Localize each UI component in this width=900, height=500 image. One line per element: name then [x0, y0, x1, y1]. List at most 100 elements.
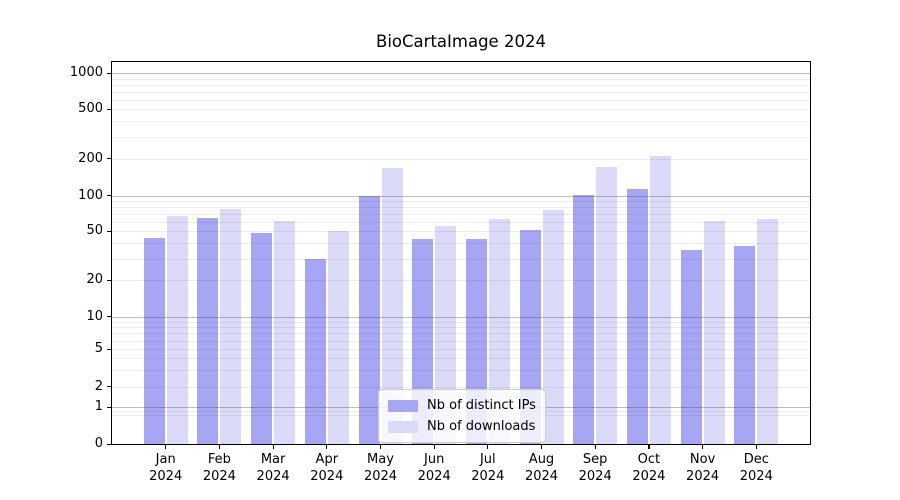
y-axis-tick-mark — [107, 386, 112, 388]
bar-downloads — [488, 219, 510, 444]
bar-downloads — [220, 209, 242, 444]
x-axis-tick-label: Feb 2024 — [179, 452, 259, 485]
y-axis-tick-label: 500 — [78, 101, 103, 117]
bar-downloads — [327, 231, 349, 444]
x-axis-tick-label: Mar 2024 — [233, 452, 313, 485]
x-axis-tick-mark — [541, 445, 543, 449]
x-label-year: 2024 — [578, 468, 612, 484]
x-axis-tick-mark — [648, 445, 650, 449]
x-label-month: May — [367, 452, 394, 467]
x-axis-tick-label: Jul 2024 — [448, 452, 528, 485]
x-label-month: Jul — [479, 452, 496, 467]
x-label-month: Aug — [528, 452, 555, 467]
y-axis-tick-label: 200 — [78, 150, 103, 166]
y-axis-tick-label: 50 — [86, 223, 103, 238]
bars-layer — [112, 62, 810, 444]
x-label-month: Apr — [315, 452, 339, 467]
y-axis-tick-label: 0 — [94, 436, 103, 451]
bar-downloads — [757, 219, 779, 444]
y-axis-tick-label: 20 — [86, 272, 103, 288]
x-axis-tick-mark — [165, 445, 167, 449]
y-axis-tick-mark — [107, 406, 112, 408]
x-axis-tick-label: Jan 2024 — [126, 452, 206, 485]
y-axis-tick-mark — [107, 279, 112, 281]
bar-distinct-ips — [626, 189, 648, 444]
legend-item-downloads: Nb of downloads — [388, 416, 536, 437]
x-label-year: 2024 — [310, 468, 344, 484]
y-axis-tick-mark — [107, 443, 112, 445]
x-label-year: 2024 — [363, 468, 398, 484]
x-label-year: 2024 — [524, 468, 559, 484]
bar-downloads — [649, 155, 671, 444]
y-axis-tick-mark — [107, 158, 112, 160]
x-axis-tick-label: May 2024 — [341, 452, 421, 485]
chart-title: BioCartaImage 2024 — [376, 32, 546, 51]
x-label-month: Jun — [424, 452, 445, 467]
legend: Nb of distinct IPs Nb of downloads — [378, 389, 546, 443]
y-axis-tick-mark — [107, 348, 112, 350]
x-label-year: 2024 — [632, 468, 666, 484]
y-axis-tick-label: 100 — [78, 187, 103, 203]
x-axis-tick-label: Apr 2024 — [287, 452, 367, 485]
x-label-year: 2024 — [686, 468, 720, 484]
bar-distinct-ips — [680, 250, 702, 444]
y-axis-tick-label: 10 — [86, 308, 103, 324]
y-axis-tick-mark — [107, 72, 112, 74]
x-axis-tick-label: Sep 2024 — [555, 452, 635, 485]
x-label-month: Dec — [743, 452, 769, 467]
bar-downloads — [596, 167, 618, 444]
legend-label-distinct-ips: Nb of distinct IPs — [427, 398, 536, 413]
bar-distinct-ips — [358, 195, 380, 444]
y-axis-tick-label: 2 — [94, 378, 103, 394]
x-axis-tick-label: Nov 2024 — [663, 452, 743, 485]
bar-distinct-ips — [573, 194, 595, 444]
x-axis-tick-mark — [272, 445, 274, 449]
x-axis-tick-mark — [433, 445, 435, 449]
x-axis-tick-label: Jun 2024 — [394, 452, 474, 485]
x-label-year: 2024 — [149, 468, 183, 484]
x-label-month: Nov — [689, 452, 716, 467]
y-axis-tick-mark — [107, 230, 112, 232]
x-axis-tick-mark — [702, 445, 704, 449]
x-label-year: 2024 — [256, 468, 290, 484]
bar-distinct-ips — [251, 233, 273, 444]
legend-swatch-downloads — [388, 420, 418, 433]
bar-downloads — [381, 168, 403, 444]
bar-downloads — [274, 220, 296, 444]
bar-distinct-ips — [143, 237, 165, 444]
x-label-year: 2024 — [417, 468, 451, 484]
x-axis-tick-label: Aug 2024 — [502, 452, 582, 485]
x-axis-tick-mark — [487, 445, 489, 449]
bar-distinct-ips — [197, 218, 219, 444]
x-axis-tick-mark — [218, 445, 221, 449]
y-axis-tick-label: 1000 — [69, 65, 103, 81]
x-label-month: Mar — [260, 452, 286, 467]
bar-distinct-ips — [304, 258, 326, 444]
x-label-year: 2024 — [471, 468, 505, 484]
bar-downloads — [166, 216, 188, 444]
bar-downloads — [542, 210, 564, 444]
x-label-year: 2024 — [202, 468, 236, 484]
x-label-month: Oct — [637, 452, 661, 467]
x-label-month: Jan — [155, 452, 176, 467]
y-axis-tick-mark — [107, 316, 112, 318]
legend-label-downloads: Nb of downloads — [427, 419, 536, 434]
bar-distinct-ips — [734, 245, 756, 444]
y-axis-tick-mark — [107, 195, 112, 197]
legend-swatch-distinct-ips — [388, 399, 418, 412]
x-label-month: Sep — [582, 452, 608, 467]
legend-item-distinct-ips: Nb of distinct IPs — [388, 395, 536, 416]
y-axis-tick-label: 1 — [94, 399, 103, 415]
x-axis-tick-mark — [594, 445, 596, 449]
x-label-month: Feb — [207, 452, 231, 467]
plot-area: Nb of distinct IPs Nb of downloads — [111, 61, 811, 445]
y-axis-tick-mark — [107, 108, 112, 110]
y-axis-tick-label: 5 — [94, 341, 103, 356]
bar-downloads — [703, 220, 725, 444]
x-axis-tick-mark — [380, 445, 382, 449]
x-label-year: 2024 — [739, 468, 773, 484]
x-axis-tick-mark — [326, 445, 328, 449]
x-axis-tick-label: Dec 2024 — [716, 452, 796, 485]
x-axis-tick-label: Oct 2024 — [609, 452, 689, 485]
